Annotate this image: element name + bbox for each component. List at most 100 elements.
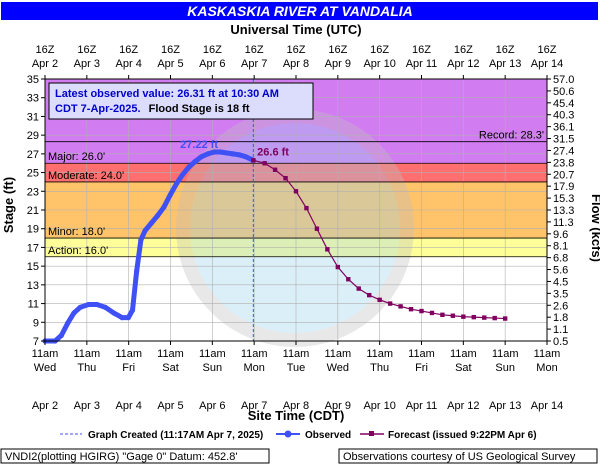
- observed-point: [167, 192, 173, 198]
- stage-label-action: Action: 16.0': [48, 245, 108, 257]
- observed-point: [138, 237, 144, 243]
- local-tick-date: Apr 3: [74, 400, 100, 412]
- y-tick-label: 21: [27, 205, 39, 217]
- utc-tick-hour: 16Z: [203, 44, 222, 56]
- footer-credit: Observations courtesy of US Geological S…: [343, 451, 576, 463]
- x-axis-title: Site Time (CDT): [248, 408, 345, 423]
- legend: Graph Created (11:17AM Apr 7, 2025) Obse…: [60, 430, 537, 441]
- observed-point: [161, 204, 167, 210]
- local-tick-day: Sun: [495, 362, 515, 374]
- utc-tick-date: Apr 9: [325, 58, 351, 70]
- stage-label-moderate: Moderate: 24.0': [48, 170, 124, 182]
- forecast-point: [492, 315, 497, 321]
- y-tick-label: 11: [28, 299, 39, 311]
- utc-tick-hour: 16Z: [245, 44, 264, 56]
- local-tick-hour: 11am: [450, 348, 477, 360]
- forecast-point: [314, 226, 320, 231]
- flow-tick-label: 5.6: [553, 265, 568, 277]
- observed-point: [148, 220, 154, 226]
- forecast-label: 26.6 ft: [257, 147, 289, 159]
- observed-point: [85, 301, 92, 308]
- forecast-point: [482, 315, 487, 320]
- utc-tick-date: Apr 6: [199, 58, 225, 70]
- flow-tick-label: 40.3: [553, 110, 574, 122]
- flow-axis-title: Flow (kcfs): [589, 194, 600, 262]
- flow-tick-label: 17.9: [553, 181, 574, 193]
- flow-tick-label: 45.4: [553, 98, 574, 110]
- annotations: 27.22 ft 26.6 ft: [180, 139, 289, 159]
- utc-tick-date: Apr 12: [447, 58, 479, 70]
- utc-tick-hour: 16Z: [119, 44, 138, 56]
- local-tick-day: Fri: [122, 362, 135, 374]
- utc-tick-date: Apr 10: [363, 58, 395, 70]
- observed-point: [155, 213, 161, 219]
- y-tick-label: 29: [27, 130, 39, 142]
- local-tick-date: Apr 5: [157, 400, 183, 412]
- local-tick-day: Wed: [327, 362, 349, 374]
- utc-tick-date: Apr 14: [531, 58, 563, 70]
- forecast-series: [251, 158, 508, 321]
- observed-point: [102, 304, 108, 310]
- local-tick-day: Sun: [203, 362, 223, 374]
- forecast-point: [304, 205, 309, 211]
- forecast-point: [346, 277, 351, 282]
- flow-tick-label: 6.8: [553, 253, 568, 265]
- local-tick-hour: 11am: [324, 348, 351, 360]
- flow-tick-label: 0.5: [553, 336, 568, 348]
- utc-tick-hour: 16Z: [370, 44, 389, 56]
- latest-observation-date: CDT 7-Apr-2025.: [55, 103, 141, 115]
- utc-tick-date: Apr 4: [116, 58, 142, 70]
- observed-point: [173, 181, 180, 187]
- y-tick-label: 33: [27, 93, 39, 105]
- flow-tick-label: 36.1: [553, 122, 574, 134]
- flow-tick-label: 1.1: [553, 324, 568, 336]
- top-axis-title: Universal Time (UTC): [230, 22, 361, 37]
- utc-tick-date: Apr 11: [406, 58, 438, 70]
- local-tick-day: Mon: [536, 362, 557, 374]
- local-tick-date: Apr 9: [325, 400, 351, 412]
- flow-axis-ticks: 0.51.11.82.63.54.55.66.88.19.611.313.315…: [547, 74, 574, 348]
- forecast-point: [283, 175, 288, 181]
- utc-tick-hour: 16Z: [538, 44, 557, 56]
- local-tick-hour: 11am: [408, 348, 435, 360]
- local-tick-day: Thu: [77, 362, 96, 374]
- utc-tick-hour: 16Z: [77, 44, 96, 56]
- forecast-point: [419, 308, 424, 314]
- local-tick-day: Sat: [162, 362, 179, 374]
- legend-forecast: Forecast (issued 9:22PM Apr 6): [388, 430, 537, 441]
- local-tick-date: Apr 13: [489, 400, 521, 412]
- observed-point: [230, 151, 236, 157]
- observed-point: [129, 307, 136, 313]
- local-tick-date: Apr 10: [363, 400, 395, 412]
- chart-title: KASKASKIA RIVER AT VANDALIA: [187, 3, 413, 19]
- observed-point: [71, 310, 77, 316]
- local-tick-hour: 11am: [534, 348, 561, 360]
- stage-label-major: Major: 26.0': [48, 151, 105, 163]
- flow-tick-label: 8.1: [553, 241, 568, 253]
- observed-point: [224, 150, 230, 156]
- observed-point: [119, 315, 125, 321]
- flow-tick-label: 9.6: [553, 229, 568, 241]
- forecast-point: [356, 286, 361, 291]
- y-tick-label: 35: [27, 74, 39, 86]
- footer-datum: VNDI2(plotting HGIRG) "Gage 0" Datum: 45…: [5, 451, 237, 463]
- local-tick-date: Apr 6: [199, 400, 225, 412]
- flow-tick-label: 57.0: [553, 74, 574, 86]
- y-tick-label: 31: [27, 111, 39, 123]
- utc-tick-date: Apr 3: [74, 58, 100, 70]
- flow-tick-label: 23.8: [553, 157, 574, 169]
- local-tick-date: Apr 2: [32, 400, 58, 412]
- local-axis-ticks: 11am Wed Apr 2 11am Thu Apr 3 11am Fri Apr 4 11am…: [32, 341, 563, 412]
- utc-tick-hour: 16Z: [287, 44, 306, 56]
- local-tick-hour: 11am: [73, 348, 100, 360]
- local-tick-date: Apr 12: [447, 400, 479, 412]
- y-tick-label: 13: [27, 280, 39, 292]
- crest-label: 27.22 ft: [180, 139, 218, 151]
- legend-observed: Observed: [305, 430, 351, 441]
- flow-tick-label: 20.7: [553, 169, 574, 181]
- utc-tick-date: Apr 8: [283, 58, 309, 70]
- utc-tick-hour: 16Z: [36, 44, 55, 56]
- local-tick-hour: 11am: [241, 348, 268, 360]
- forecast-point: [251, 158, 256, 163]
- utc-tick-hour: 16Z: [412, 44, 431, 56]
